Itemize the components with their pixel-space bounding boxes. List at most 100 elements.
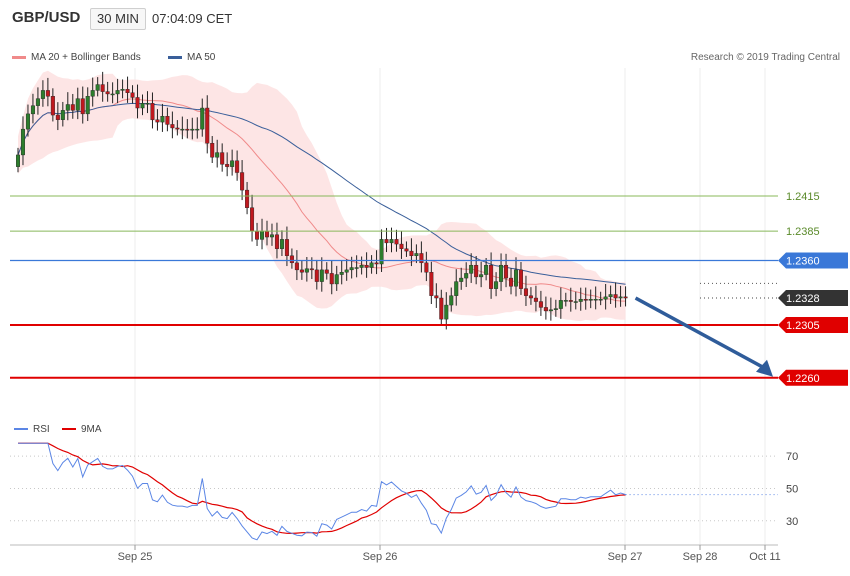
candle-body (284, 239, 289, 256)
forecast-arrowhead-icon (756, 359, 773, 377)
ma50-swatch-icon (168, 55, 182, 59)
candle (429, 261, 434, 305)
level-label: 1.2360 (786, 255, 820, 267)
candle-body (324, 269, 329, 274)
legend-ma50-label: MA 50 (187, 52, 216, 63)
candle (499, 253, 504, 292)
candle-body (489, 264, 494, 289)
candle (235, 150, 240, 181)
candle (180, 116, 185, 140)
candle-body (603, 296, 608, 300)
candle (444, 292, 449, 330)
candle (548, 297, 553, 321)
candle (60, 101, 65, 127)
candle-body (200, 107, 205, 130)
candle-body (105, 91, 110, 95)
candle (538, 290, 543, 316)
candle (75, 87, 80, 120)
candle (578, 287, 583, 311)
candle (404, 241, 409, 257)
rsi-legend-label: RSI (33, 424, 50, 435)
candle (155, 109, 160, 131)
candle-body (160, 116, 165, 123)
candle (115, 78, 120, 104)
candle (608, 285, 613, 305)
candle (464, 262, 469, 288)
candle-body (509, 277, 514, 287)
candle (299, 260, 304, 280)
candle (65, 92, 70, 121)
candle (220, 143, 225, 172)
candle-body (115, 90, 120, 95)
candle-body (469, 264, 474, 274)
candle (20, 116, 25, 166)
candle-body (85, 96, 90, 115)
candle (185, 119, 190, 139)
candle-body (265, 230, 270, 238)
candle (339, 259, 344, 285)
candle-body (245, 189, 250, 208)
x-tick-label: Sep 26 (363, 551, 398, 563)
candle (284, 226, 289, 267)
candle-body (319, 269, 324, 282)
candle-body (573, 301, 578, 303)
candle (140, 94, 145, 116)
candle (469, 253, 474, 283)
candle (409, 238, 414, 267)
candle-body (419, 253, 424, 264)
level-tag-icon (778, 252, 848, 269)
candle (623, 286, 628, 307)
candle (245, 181, 250, 215)
candle (384, 227, 389, 253)
moving-averages (17, 98, 626, 302)
forecast-arrow (634, 296, 773, 377)
candle (334, 265, 339, 291)
level-label: 1.2305 (786, 320, 820, 332)
candle-body (230, 160, 235, 167)
level-label: 1.2260 (786, 373, 820, 385)
chart-grid (134, 68, 766, 545)
candle-body (439, 297, 444, 320)
candle (588, 289, 593, 309)
candle (225, 152, 230, 177)
candle (369, 255, 374, 274)
candle (90, 77, 95, 107)
candle (528, 287, 533, 305)
candle (494, 272, 499, 297)
candle (30, 93, 35, 124)
candle (170, 111, 175, 139)
candle (85, 87, 90, 122)
candle-body (494, 281, 499, 289)
candle-body (409, 250, 414, 256)
candle-body (269, 234, 274, 238)
candle (304, 256, 309, 282)
candle (125, 76, 130, 103)
candle-body (175, 127, 180, 130)
level-label: 1.2385 (786, 226, 820, 238)
candle-body (279, 239, 284, 249)
price-levels: 1.2415 1.2385 1.2360 1.2328 1.2305 1.2260 (10, 191, 848, 386)
timeframe-selector[interactable]: 30 MIN (90, 8, 146, 30)
candle (55, 102, 60, 131)
candle-body (145, 103, 150, 105)
candle (553, 299, 558, 317)
rsi-tick-label: 70 (786, 451, 798, 463)
candle-body (608, 294, 613, 298)
candle-body (598, 298, 603, 301)
candle (514, 257, 519, 297)
candle-body (195, 128, 200, 131)
candle-body (304, 268, 309, 273)
candle-body (220, 152, 225, 165)
candle (210, 136, 215, 164)
candle-body (75, 98, 80, 111)
candle-body (329, 273, 334, 285)
candle (419, 241, 424, 273)
rsi-panel: RSI 9MA 70 50 30 (10, 424, 798, 541)
candle-body (384, 239, 389, 244)
candle-body (558, 300, 563, 309)
candle-body (135, 97, 140, 109)
x-axis: Sep 25 Sep 26 Sep 27 Sep 28 Oct 11 (10, 544, 781, 563)
candle-body (504, 264, 509, 279)
candle (354, 255, 359, 278)
